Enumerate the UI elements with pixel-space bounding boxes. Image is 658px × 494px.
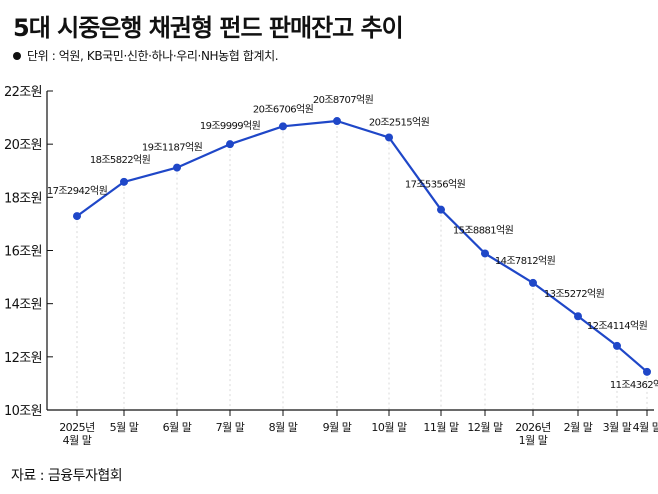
x-tick-label: 8월 말 [269,421,298,434]
data-label: 11조4362억원 [610,379,658,391]
x-tick-labels: 2025년 4월 말 5월 말 6월 말 7월 말 8월 말 9월 말 10월 말 11월 말 1… [59,421,658,447]
x-tick-label: 12월 말 [467,421,503,434]
x-tick-label: 7월 말 [216,421,245,434]
grid-lines [76,121,648,410]
chart-subtitle: 단위 : 억원, KB국민·신한·하나·우리·NH농협 합계치. [13,47,279,64]
data-points [73,117,651,376]
data-label: 14조7812억원 [495,255,556,267]
data-label: 17조5356억원 [405,179,466,191]
data-point [481,249,489,258]
x-tick-label: 10월 말 [371,421,407,434]
x-tick-label: 3월 말 [603,421,632,434]
data-point [437,205,445,214]
data-label: 17조2942억원 [47,185,108,197]
data-label: 15조8881억원 [453,224,514,236]
data-point [226,140,234,149]
y-tick-label: 14조원 [4,298,42,313]
bullet-icon [13,51,21,60]
data-label: 19조1187억원 [142,142,203,154]
y-tick-label: 22조원 [4,85,42,100]
data-point [333,117,341,126]
y-tick-label: 18조원 [4,191,42,206]
source-note: 자료 : 금융투자협회 [11,468,123,484]
x-tick-label: 11월 말 [423,421,459,434]
axes [46,90,654,416]
data-point [643,367,651,376]
data-point [120,177,128,186]
x-tick-label: 4월 말 [633,421,658,434]
data-point [73,212,81,221]
chart-title: 5대 시중은행 채권형 펀드 판매잔고 추이 [13,14,404,42]
data-point [574,312,582,321]
data-label: 20조6706억원 [253,103,314,115]
series-line-path [76,119,648,373]
x-tick-label: 6월 말 [163,421,192,434]
data-label: 13조5272억원 [544,288,605,300]
y-tick-label: 12조원 [4,351,42,366]
x-tick-label: 2026년 1월 말 [515,421,551,447]
x-tick-label: 9월 말 [323,421,352,434]
y-tick-label: 20조원 [4,138,42,153]
series-line [76,119,648,373]
data-point [173,163,181,172]
data-label: 12조4114억원 [587,320,648,332]
data-label: 18조5822억원 [90,154,151,166]
subtitle-text: 단위 : 억원, KB국민·신한·하나·우리·NH농협 합계치. [27,49,279,63]
y-tick-label: 10조원 [4,404,42,419]
x-tick-label: 5월 말 [110,421,139,434]
data-label: 20조2515억원 [369,116,430,128]
data-point [613,341,621,350]
data-label: 19조9999억원 [200,120,261,132]
data-point [529,278,537,287]
data-label: 20조8707억원 [313,94,374,106]
y-tick-labels: 10조원 12조원 14조원 16조원 18조원 20조원 22조원 [4,85,43,419]
x-tick-label: 2025년 4월 말 [59,421,95,447]
x-tick-label: 2월 말 [564,421,593,434]
data-point [385,133,393,142]
data-point [279,122,287,131]
y-tick-label: 16조원 [4,245,42,260]
